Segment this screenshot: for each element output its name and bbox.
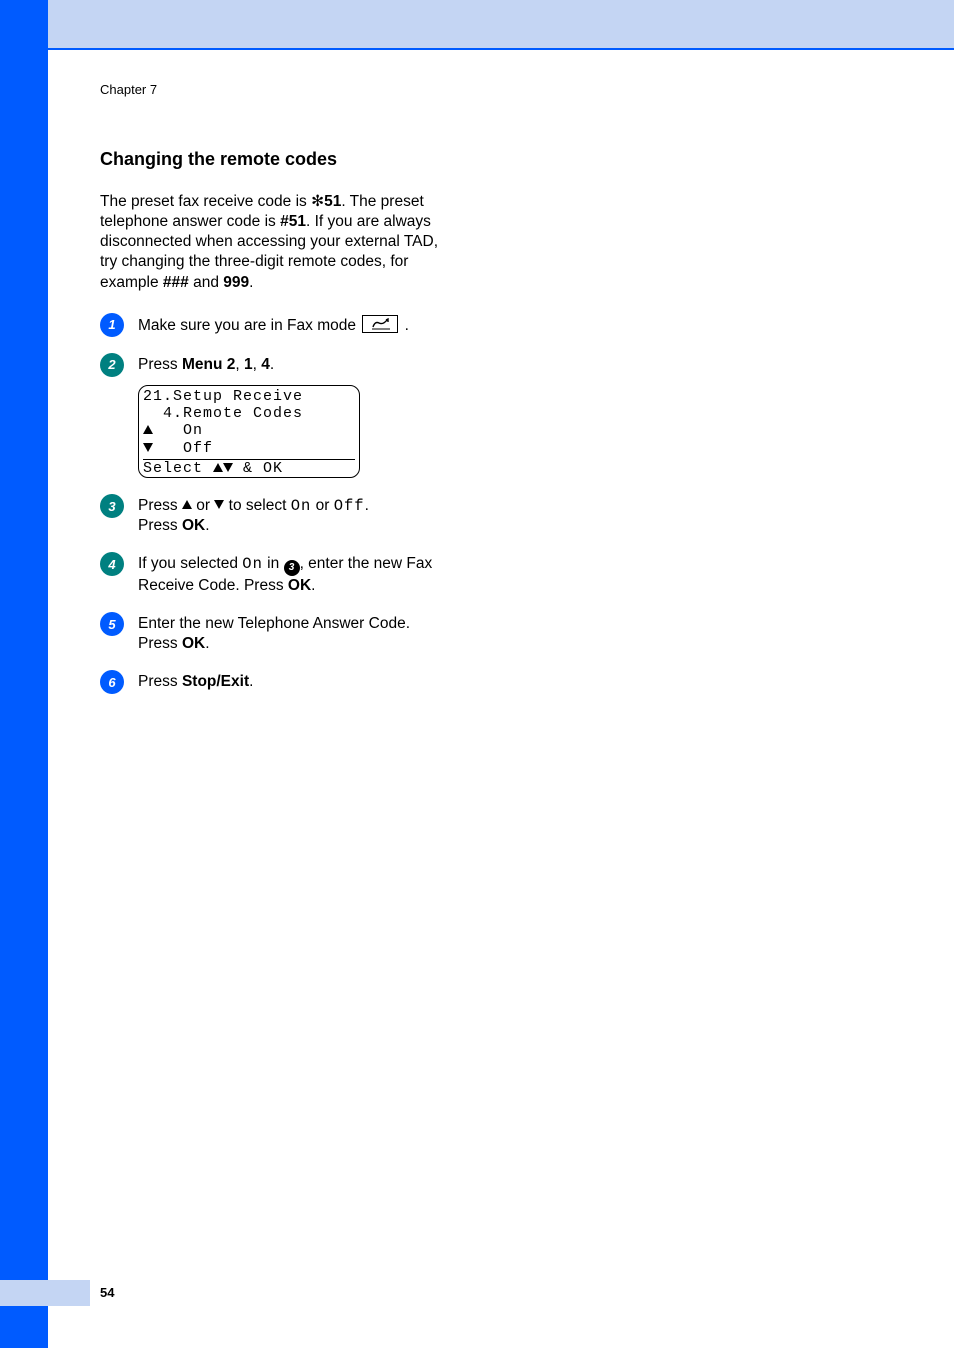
triangle-up-icon <box>213 463 223 472</box>
step-bullet-4: 4 <box>100 552 124 576</box>
chapter-label: Chapter 7 <box>100 82 880 97</box>
step-3-press: Press <box>138 517 182 534</box>
triangle-up-icon <box>143 425 153 434</box>
step-6: 6 Press Stop/Exit. <box>100 672 460 694</box>
step-6-text: Press <box>138 673 182 690</box>
step-5-body: Enter the new Telephone Answer Code. Pre… <box>138 614 460 654</box>
lcd-line-1: 21.Setup Receive <box>143 388 355 405</box>
end: . <box>205 517 209 534</box>
step-1-body: Make sure you are in Fax mode . <box>138 315 460 336</box>
fax-mode-icon <box>362 315 398 333</box>
key-1-label: 1 <box>244 356 253 373</box>
step-3-text: or <box>311 497 333 514</box>
step-bullet-2: 2 <box>100 353 124 377</box>
step-3: 3 Press or to select On or Off. Press OK… <box>100 496 460 536</box>
off-literal: Off <box>334 497 365 515</box>
intro-paragraph: The preset fax receive code is ✻51. The … <box>100 192 440 293</box>
stop-exit-label: Stop/Exit <box>182 673 249 690</box>
intro-text: The preset fax receive code is <box>100 193 311 210</box>
code-hashhashhash: ### <box>163 274 189 291</box>
intro-text: . <box>249 274 253 291</box>
lcd-line-2: 4.Remote Codes <box>143 405 355 422</box>
step-4-text: in <box>263 555 284 572</box>
lcd-line-4: Off <box>143 440 355 457</box>
step-4-text: If you selected <box>138 555 242 572</box>
footer-block <box>0 1280 90 1306</box>
on-literal: On <box>291 497 312 515</box>
triangle-up-icon <box>182 500 192 509</box>
left-sidebar <box>0 0 48 1348</box>
lcd-select-suffix: & OK <box>233 460 283 477</box>
lcd-display: 21.Setup Receive 4.Remote Codes On Off S… <box>138 385 360 478</box>
intro-text: and <box>189 274 223 291</box>
step-3-text: to select <box>224 497 290 514</box>
key-4-label: 4 <box>261 356 270 373</box>
step-5-press: Press <box>138 635 182 652</box>
triangle-down-icon <box>143 443 153 452</box>
step-2: 2 Press Menu 2, 1, 4. 21.Setup Receive 4… <box>100 355 460 478</box>
menu-2-label: Menu 2 <box>182 356 235 373</box>
step-bullet-3: 3 <box>100 494 124 518</box>
end: . <box>365 497 369 514</box>
end: . <box>249 673 253 690</box>
step-3-text: or <box>192 497 214 514</box>
top-header-bar <box>0 0 954 48</box>
step-3-body: Press or to select On or Off. Press OK. <box>138 496 460 536</box>
step-1-text: Make sure you are in Fax mode <box>138 317 360 334</box>
page-content: Chapter 7 Changing the remote codes The … <box>100 70 880 712</box>
lcd-select-line: Select & OK <box>143 459 355 477</box>
lcd-select-text: Select <box>143 460 213 477</box>
sep: , <box>253 356 262 373</box>
sep: , <box>235 356 244 373</box>
step-bullet-6: 6 <box>100 670 124 694</box>
step-5-text: Enter the new Telephone Answer Code. <box>138 615 410 632</box>
step-3-text: Press <box>138 497 182 514</box>
header-rule <box>48 48 954 50</box>
lcd-on: On <box>183 422 203 439</box>
ok-label: OK <box>288 577 311 594</box>
lcd-off: Off <box>183 440 213 457</box>
ok-label: OK <box>182 635 205 652</box>
step-1-end: . <box>405 317 409 334</box>
code-999: 999 <box>223 274 249 291</box>
step-2-text: Press <box>138 356 182 373</box>
end: . <box>270 356 274 373</box>
step-bullet-5: 5 <box>100 612 124 636</box>
star-symbol: ✻ <box>311 193 324 210</box>
page-number: 54 <box>100 1285 114 1300</box>
step-5: 5 Enter the new Telephone Answer Code. P… <box>100 614 460 654</box>
step-6-body: Press Stop/Exit. <box>138 672 460 692</box>
step-reference-3: 3 <box>284 560 300 576</box>
end: . <box>311 577 315 594</box>
step-bullet-1: 1 <box>100 313 124 337</box>
step-4-body: If you selected On in 3, enter the new F… <box>138 554 460 596</box>
lcd-line-3: On <box>143 422 355 439</box>
triangle-down-icon <box>223 463 233 472</box>
step-1: 1 Make sure you are in Fax mode . <box>100 315 460 337</box>
triangle-down-icon <box>214 500 224 509</box>
step-2-body: Press Menu 2, 1, 4. 21.Setup Receive 4.R… <box>138 355 460 478</box>
step-4: 4 If you selected On in 3, enter the new… <box>100 554 460 596</box>
code-51: 51 <box>324 193 341 210</box>
section-title: Changing the remote codes <box>100 149 880 170</box>
code-hash51: #51 <box>280 213 306 230</box>
ok-label: OK <box>182 517 205 534</box>
on-literal: On <box>242 555 263 573</box>
end: . <box>205 635 209 652</box>
steps-list: 1 Make sure you are in Fax mode . 2 Pres… <box>100 315 460 695</box>
